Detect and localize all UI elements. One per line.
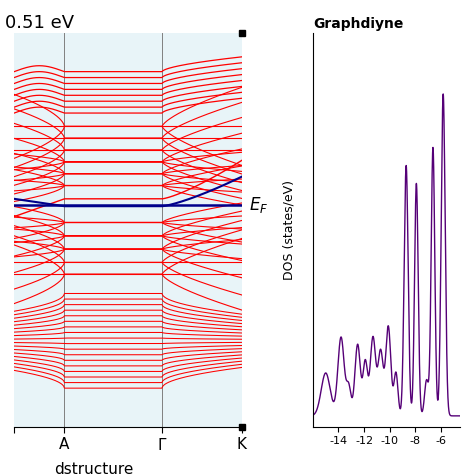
Text: Graphdiyne: Graphdiyne — [313, 17, 403, 31]
Text: 0.51 eV: 0.51 eV — [5, 14, 74, 32]
Text: $E_F$: $E_F$ — [249, 195, 268, 215]
Y-axis label: DOS (states/eV): DOS (states/eV) — [283, 180, 295, 280]
Text: dstructure: dstructure — [54, 462, 134, 474]
